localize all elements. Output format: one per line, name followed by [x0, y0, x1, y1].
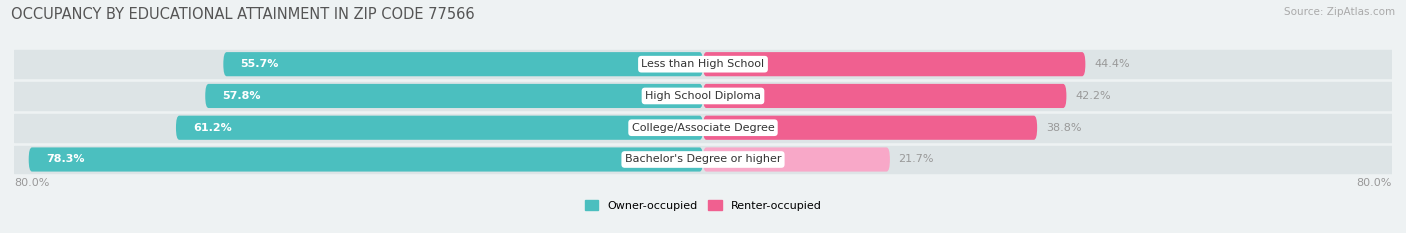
Text: 80.0%: 80.0% [14, 178, 49, 188]
Text: Source: ZipAtlas.com: Source: ZipAtlas.com [1284, 7, 1395, 17]
Text: OCCUPANCY BY EDUCATIONAL ATTAINMENT IN ZIP CODE 77566: OCCUPANCY BY EDUCATIONAL ATTAINMENT IN Z… [11, 7, 475, 22]
Text: 38.8%: 38.8% [1046, 123, 1081, 133]
Text: 78.3%: 78.3% [46, 154, 84, 164]
Bar [14, 146, 1392, 174]
Bar [14, 114, 1392, 142]
Bar [14, 82, 1392, 110]
Text: 44.4%: 44.4% [1094, 59, 1129, 69]
Text: 21.7%: 21.7% [898, 154, 934, 164]
Text: College/Associate Degree: College/Associate Degree [631, 123, 775, 133]
Text: High School Diploma: High School Diploma [645, 91, 761, 101]
FancyBboxPatch shape [224, 52, 703, 76]
FancyBboxPatch shape [176, 116, 703, 140]
FancyBboxPatch shape [703, 52, 1085, 76]
Text: 61.2%: 61.2% [193, 123, 232, 133]
FancyBboxPatch shape [28, 147, 703, 171]
Text: 57.8%: 57.8% [222, 91, 262, 101]
Legend: Owner-occupied, Renter-occupied: Owner-occupied, Renter-occupied [581, 196, 825, 215]
FancyBboxPatch shape [703, 147, 890, 171]
Bar [14, 50, 1392, 78]
Text: 42.2%: 42.2% [1076, 91, 1111, 101]
Text: Less than High School: Less than High School [641, 59, 765, 69]
Text: Bachelor's Degree or higher: Bachelor's Degree or higher [624, 154, 782, 164]
FancyBboxPatch shape [703, 116, 1038, 140]
Text: 55.7%: 55.7% [240, 59, 278, 69]
Text: 80.0%: 80.0% [1357, 178, 1392, 188]
FancyBboxPatch shape [703, 84, 1066, 108]
FancyBboxPatch shape [205, 84, 703, 108]
